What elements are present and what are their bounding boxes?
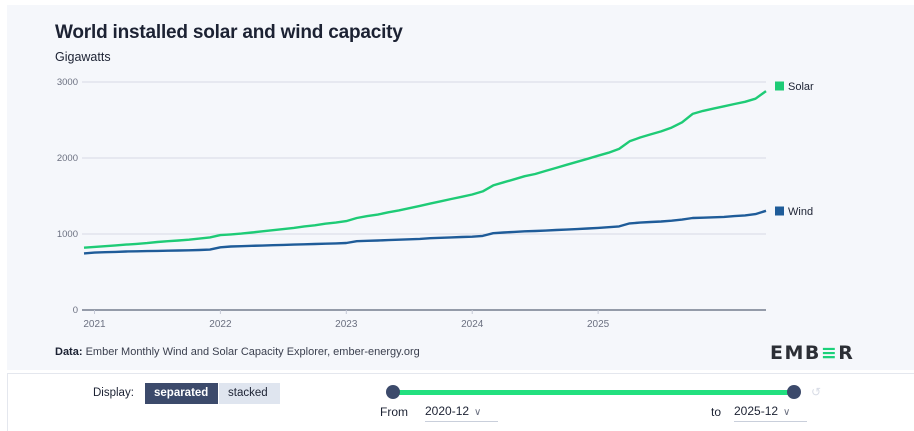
from-label: From: [380, 405, 408, 419]
to-label: to: [711, 405, 722, 419]
range-start-handle[interactable]: [386, 385, 400, 399]
series-lines: [83, 90, 767, 255]
x-tick-label: 2024: [461, 319, 484, 330]
source-note: Data: Ember Monthly Wind and Solar Capac…: [55, 346, 420, 358]
legend-label-solar: Solar: [788, 81, 814, 93]
series-line-wind: [83, 209, 767, 255]
x-tick-label: 2021: [83, 319, 106, 330]
ember-logo: EMB≡R: [770, 342, 854, 364]
series-line-solar: [83, 90, 767, 249]
to-value: 2025-12: [734, 404, 779, 418]
date-range-slider[interactable]: [393, 390, 794, 395]
display-label: Display:: [93, 387, 134, 399]
legend: Solar Wind: [775, 81, 814, 218]
x-axis: 2021 2022 2023 2024 2025: [83, 310, 610, 330]
gridlines: [82, 81, 766, 311]
logo-text-end: R: [838, 342, 855, 364]
y-tick-label: 2000: [57, 153, 78, 164]
legend-swatch-wind: [775, 206, 784, 216]
separated-toggle[interactable]: separated: [145, 383, 218, 404]
range-end-handle[interactable]: [787, 385, 801, 399]
x-tick-label: 2023: [335, 319, 358, 330]
x-tick-label: 2022: [209, 319, 232, 330]
legend-swatch-solar: [775, 81, 784, 91]
chart-subtitle: Gigawatts: [55, 50, 111, 64]
reset-range-icon[interactable]: ↺: [811, 385, 822, 399]
to-select[interactable]: 2025-12 ∨: [734, 401, 807, 422]
x-tick-label: 2025: [587, 319, 610, 330]
from-value: 2020-12: [425, 404, 470, 418]
chevron-down-icon: ∨: [474, 407, 482, 418]
y-tick-label: 3000: [57, 77, 78, 88]
line-chart: 0 1000 2000 3000 2021 2022 2023 2024 2025 Solar…: [57, 77, 814, 330]
source-text: Ember Monthly Wind and Solar Capacity Ex…: [85, 346, 420, 358]
chart-panel: [7, 5, 914, 370]
chart-title: World installed solar and wind capacity: [55, 22, 403, 43]
logo-text-start: EMB: [770, 342, 821, 364]
y-tick-label: 0: [73, 305, 78, 316]
from-select[interactable]: 2020-12 ∨: [425, 401, 498, 422]
y-tick-label: 1000: [57, 229, 78, 240]
legend-label-wind: Wind: [788, 206, 813, 218]
stacked-toggle[interactable]: stacked: [219, 383, 280, 404]
logo-accent-e: ≡: [820, 342, 839, 364]
source-prefix: Data:: [55, 346, 83, 358]
y-axis: 0 1000 2000 3000: [57, 77, 78, 316]
chevron-down-icon: ∨: [783, 407, 791, 418]
